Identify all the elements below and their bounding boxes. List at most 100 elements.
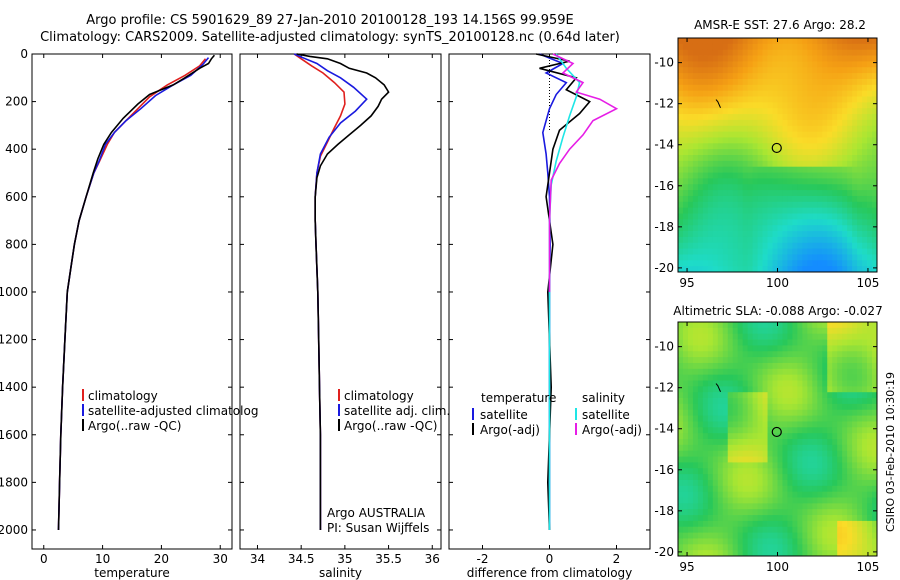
sla-map-cell (827, 415, 833, 422)
sst-map-cell (697, 119, 704, 127)
sst-map-cell (772, 172, 778, 179)
sst-map-cell (747, 178, 754, 185)
sla-map-cell (747, 450, 754, 457)
sla-map-cell (812, 462, 818, 469)
sst-map-cell (702, 225, 709, 232)
sst-map-cell (697, 73, 704, 80)
sst-map-cell (817, 155, 823, 162)
sla-map-cell (737, 491, 744, 498)
legend-entry: satellite-adjusted climatolog (88, 404, 258, 418)
sst-map-cell (842, 248, 848, 255)
sst-map-cell (737, 49, 744, 56)
sst-map-cell (817, 84, 823, 92)
sst-map-cell (732, 190, 739, 197)
sst-map-cell (742, 178, 749, 185)
sst-map-cell (802, 155, 808, 162)
sla-map-cell (682, 462, 689, 469)
sla-map-cell (862, 415, 868, 422)
temperature-panel-ytick-label: 1200 (0, 333, 28, 347)
sst-map-cell (717, 254, 724, 261)
sla-map-cell (807, 322, 813, 329)
sst-map-cell (807, 38, 813, 45)
sla-map-cell (742, 433, 749, 440)
sla-map-cell (737, 433, 744, 440)
sla-map-cell (717, 398, 724, 405)
sst-map-cell (822, 225, 828, 232)
sla-map-cell (822, 520, 828, 528)
sst-map-cell (847, 102, 853, 109)
sst-map-cell (702, 155, 709, 162)
sla-map-cell (782, 474, 788, 481)
sst-map-cell (827, 213, 833, 220)
sla-map-cell (777, 439, 783, 446)
sst-map-cell (682, 143, 689, 150)
sst-map-cell (692, 160, 699, 168)
sla-map-cell (727, 398, 734, 405)
sst-map-cell (787, 84, 793, 92)
sla-map-cell (702, 503, 709, 510)
sla-map-cell (847, 345, 853, 352)
sst-map-cell (727, 184, 734, 191)
sla-map-cell (757, 433, 763, 440)
sla-map-cell (822, 462, 828, 469)
sst-map-cell (737, 242, 744, 249)
sla-map-cell (732, 362, 739, 370)
sst-map-cell (772, 55, 778, 62)
sla-map-ytick-label: -20 (654, 545, 674, 559)
sst-map-cell (687, 114, 694, 121)
series-line-climatology (57, 58, 207, 531)
sla-map-cell (872, 409, 878, 416)
sla-map-cell (697, 392, 704, 399)
sla-map-cell (712, 509, 719, 516)
sla-map-cell (797, 444, 803, 452)
sst-map-cell (817, 114, 823, 121)
sst-map-cell (678, 125, 684, 132)
sla-map-cell (762, 409, 768, 416)
sla-map-cell (772, 468, 778, 475)
sla-map-cell (722, 427, 729, 434)
sla-map-cell (747, 427, 754, 434)
sla-map-cell (727, 415, 734, 422)
sst-map-cell (852, 195, 858, 203)
sla-map-cell (767, 409, 773, 416)
sla-map-cell (737, 374, 744, 381)
sst-map-cell (802, 73, 808, 80)
sst-map-cell (737, 184, 744, 191)
sst-map-ytick-label: -16 (654, 179, 674, 193)
sst-map-cell (782, 231, 788, 238)
sla-map-cell (742, 398, 749, 405)
salinity-panel-xlabel: salinity (319, 566, 362, 580)
sst-map-cell (777, 207, 783, 214)
sla-map-cell (857, 444, 863, 452)
sla-map-cell (757, 357, 763, 364)
sst-map-cell (697, 84, 704, 92)
sla-map-cell (857, 362, 863, 370)
sst-map-cell (697, 178, 704, 185)
sst-map-cell (707, 219, 714, 226)
sst-map-cell (847, 254, 853, 261)
sla-map-cell (752, 468, 759, 475)
sst-map-cell (807, 114, 813, 121)
sst-map-cell (727, 213, 734, 220)
sst-map-cell (872, 190, 878, 197)
sla-map-cell (847, 421, 853, 428)
sst-map-cell (732, 114, 739, 121)
sst-map-cell (752, 184, 759, 191)
sst-map-cell (852, 55, 858, 62)
sla-map-cell (732, 333, 739, 340)
sst-map-cell (727, 254, 734, 261)
sla-map-cell (702, 479, 709, 487)
sst-map-cell (832, 207, 838, 214)
sst-map-cell (832, 49, 838, 56)
sst-map-cell (772, 137, 778, 144)
sla-map-cell (682, 439, 689, 446)
sst-map-cell (802, 61, 808, 68)
sla-map-cell (782, 532, 788, 539)
sst-map-cell (717, 149, 724, 156)
sla-map-cell (732, 520, 739, 528)
sla-map-cell (702, 357, 709, 364)
sst-map-cell (832, 166, 838, 173)
sla-map-cell (702, 462, 709, 469)
sst-map-cell (712, 201, 719, 209)
sla-map-cell (777, 544, 783, 551)
